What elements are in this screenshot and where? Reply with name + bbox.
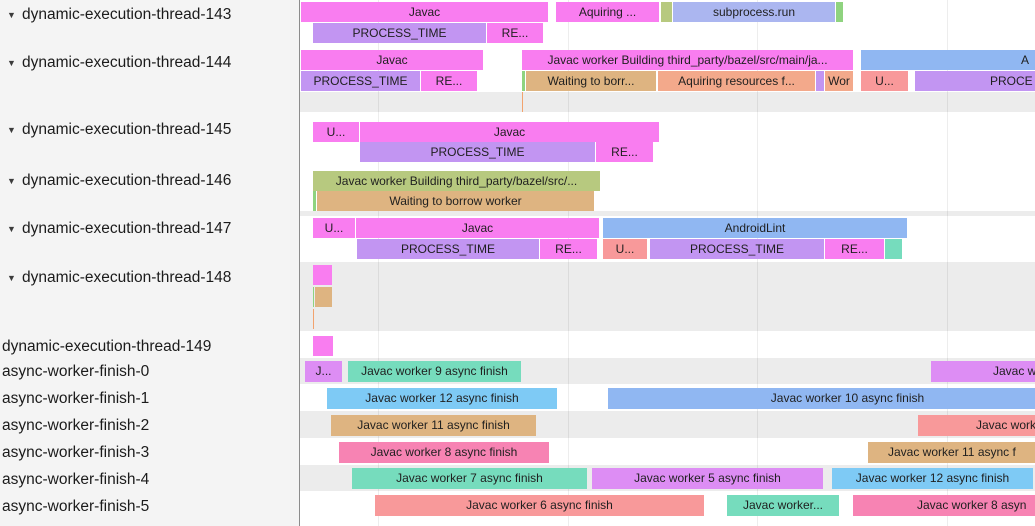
trace-slice[interactable]: RE... <box>596 142 653 162</box>
trace-slice[interactable]: PROCESS_TIME <box>357 239 539 259</box>
trace-slice[interactable]: U... <box>313 218 355 238</box>
time-gridline <box>378 0 379 526</box>
trace-slice[interactable]: U... <box>603 239 647 259</box>
track-name-label: async-worker-finish-0 <box>2 363 150 380</box>
track-name-label: dynamic-execution-thread-143 <box>22 6 232 23</box>
track-background-band <box>300 92 1035 112</box>
trace-slice[interactable]: Waiting to borrow worker <box>317 191 594 211</box>
track-background-band <box>300 211 1035 216</box>
trace-slice[interactable]: J... <box>305 361 342 382</box>
sidebar-track-row[interactable]: ▼async-worker-finish-0 <box>0 362 299 382</box>
trace-slice[interactable]: Javac worker 8 asyn <box>853 495 1035 516</box>
trace-slice[interactable] <box>313 336 333 356</box>
trace-slice[interactable]: PROCESS_TIME <box>313 23 486 43</box>
track-name-label: dynamic-execution-thread-149 <box>2 338 212 355</box>
trace-slice[interactable] <box>313 309 314 329</box>
trace-slice[interactable]: Javac worker 5 async finish <box>592 468 823 489</box>
trace-slice[interactable]: A <box>861 50 1035 70</box>
trace-slice[interactable]: Javac <box>301 50 483 70</box>
trace-slice[interactable] <box>816 71 824 91</box>
trace-slice[interactable]: Javac worker Building third_party/bazel/… <box>313 171 600 191</box>
sidebar-track-row[interactable]: ▼ dynamic-execution-thread-146 <box>0 171 299 191</box>
sidebar-track-row[interactable]: ▼async-worker-finish-3 <box>0 443 299 463</box>
trace-slice[interactable]: subprocess.run <box>673 2 835 22</box>
timeline-track-area[interactable]: Javac Aquiring ... subprocess.run PROCESS_T… <box>300 0 1035 526</box>
sidebar-track-row[interactable]: ▼async-worker-finish-4 <box>0 470 299 490</box>
expand-collapse-arrow-icon[interactable]: ▼ <box>7 10 16 20</box>
sidebar-track-row[interactable]: ▼ dynamic-execution-thread-143 <box>0 5 299 25</box>
expand-collapse-arrow-icon[interactable]: ▼ <box>7 273 16 283</box>
track-name-label: async-worker-finish-2 <box>2 417 150 434</box>
trace-slice[interactable]: Javac worker... <box>727 495 839 516</box>
trace-slice[interactable]: AndroidLint <box>603 218 907 238</box>
trace-slice[interactable]: RE... <box>421 71 477 91</box>
track-name-label: dynamic-execution-thread-147 <box>22 220 232 237</box>
expand-collapse-arrow-icon[interactable]: ▼ <box>7 125 16 135</box>
expand-collapse-arrow-icon[interactable]: ▼ <box>7 224 16 234</box>
track-name-label: dynamic-execution-thread-146 <box>22 172 232 189</box>
trace-slice[interactable]: Javac worker 10 async finish <box>608 388 1035 409</box>
trace-slice[interactable]: RE... <box>540 239 597 259</box>
trace-slice[interactable] <box>661 2 672 22</box>
sidebar-track-row[interactable]: ▼ dynamic-execution-thread-148 <box>0 268 299 288</box>
trace-slice[interactable]: Javac worker 12 async finish <box>832 468 1033 489</box>
trace-slice[interactable]: PROCESS_TIME <box>360 142 595 162</box>
trace-slice[interactable]: Waiting to borr... <box>526 71 656 91</box>
sidebar-track-row[interactable]: ▼ dynamic-execution-thread-147 <box>0 219 299 239</box>
sidebar-track-row[interactable]: ▼ dynamic-execution-thread-145 <box>0 120 299 140</box>
trace-slice[interactable]: Wor <box>825 71 853 91</box>
time-gridline <box>757 0 758 526</box>
sidebar-track-row[interactable]: ▼async-worker-finish-5 <box>0 497 299 517</box>
trace-slice[interactable] <box>522 71 525 91</box>
sidebar-track-row[interactable]: ▼async-worker-finish-1 <box>0 389 299 409</box>
trace-slice[interactable]: PROCESS_TIME <box>301 71 420 91</box>
trace-slice[interactable]: Javac <box>360 122 659 142</box>
track-name-label: async-worker-finish-5 <box>2 498 150 515</box>
time-gridline <box>568 0 569 526</box>
track-name-label: async-worker-finish-3 <box>2 444 150 461</box>
trace-slice[interactable]: Javac w <box>931 361 1035 382</box>
trace-slice[interactable] <box>885 239 902 259</box>
trace-slice[interactable]: Javac <box>301 2 548 22</box>
trace-slice[interactable] <box>315 287 332 307</box>
track-name-label: async-worker-finish-1 <box>2 390 150 407</box>
trace-slice[interactable]: PROCESS_TIME <box>650 239 824 259</box>
trace-slice[interactable] <box>313 191 316 211</box>
track-background-band <box>300 262 1035 331</box>
trace-slice[interactable]: Javac worker 11 async finish <box>331 415 536 436</box>
track-name-label: dynamic-execution-thread-144 <box>22 54 232 71</box>
trace-slice[interactable]: Javac worker 9 async finish <box>348 361 521 382</box>
trace-slice[interactable]: Javac worker 8 async finish <box>339 442 549 463</box>
track-name-label: async-worker-finish-4 <box>2 471 150 488</box>
trace-slice[interactable]: Aquiring ... <box>556 2 659 22</box>
trace-slice[interactable]: U... <box>861 71 908 91</box>
trace-slice[interactable]: RE... <box>487 23 543 43</box>
trace-slice[interactable]: Javac worke <box>918 415 1035 436</box>
time-gridline <box>947 0 948 526</box>
trace-slice[interactable]: Javac worker 12 async finish <box>327 388 557 409</box>
sidebar-track-row[interactable]: ▼async-worker-finish-2 <box>0 416 299 436</box>
track-name-sidebar: ▼ dynamic-execution-thread-143 ▼ dynamic-ex… <box>0 0 300 526</box>
trace-slice[interactable]: RE... <box>825 239 884 259</box>
trace-slice[interactable] <box>313 265 332 285</box>
trace-slice[interactable]: U... <box>313 122 359 142</box>
sidebar-track-row[interactable]: ▼dynamic-execution-thread-149 <box>0 337 299 357</box>
track-name-label: dynamic-execution-thread-145 <box>22 121 232 138</box>
trace-slice[interactable]: Javac worker Building third_party/bazel/… <box>522 50 853 70</box>
trace-slice[interactable] <box>313 287 314 307</box>
expand-collapse-arrow-icon[interactable]: ▼ <box>7 176 16 186</box>
trace-slice[interactable]: Aquiring resources f... <box>658 71 815 91</box>
trace-slice[interactable]: PROCE <box>915 71 1035 91</box>
trace-slice[interactable] <box>522 92 523 112</box>
trace-slice[interactable]: Javac worker 11 async f <box>868 442 1035 463</box>
trace-slice[interactable]: Javac <box>356 218 599 238</box>
trace-slice[interactable] <box>836 2 843 22</box>
sidebar-track-row[interactable]: ▼ dynamic-execution-thread-144 <box>0 53 299 73</box>
expand-collapse-arrow-icon[interactable]: ▼ <box>7 58 16 68</box>
trace-slice[interactable]: Javac worker 6 async finish <box>375 495 704 516</box>
trace-slice[interactable]: Javac worker 7 async finish <box>352 468 587 489</box>
track-name-label: dynamic-execution-thread-148 <box>22 269 232 286</box>
